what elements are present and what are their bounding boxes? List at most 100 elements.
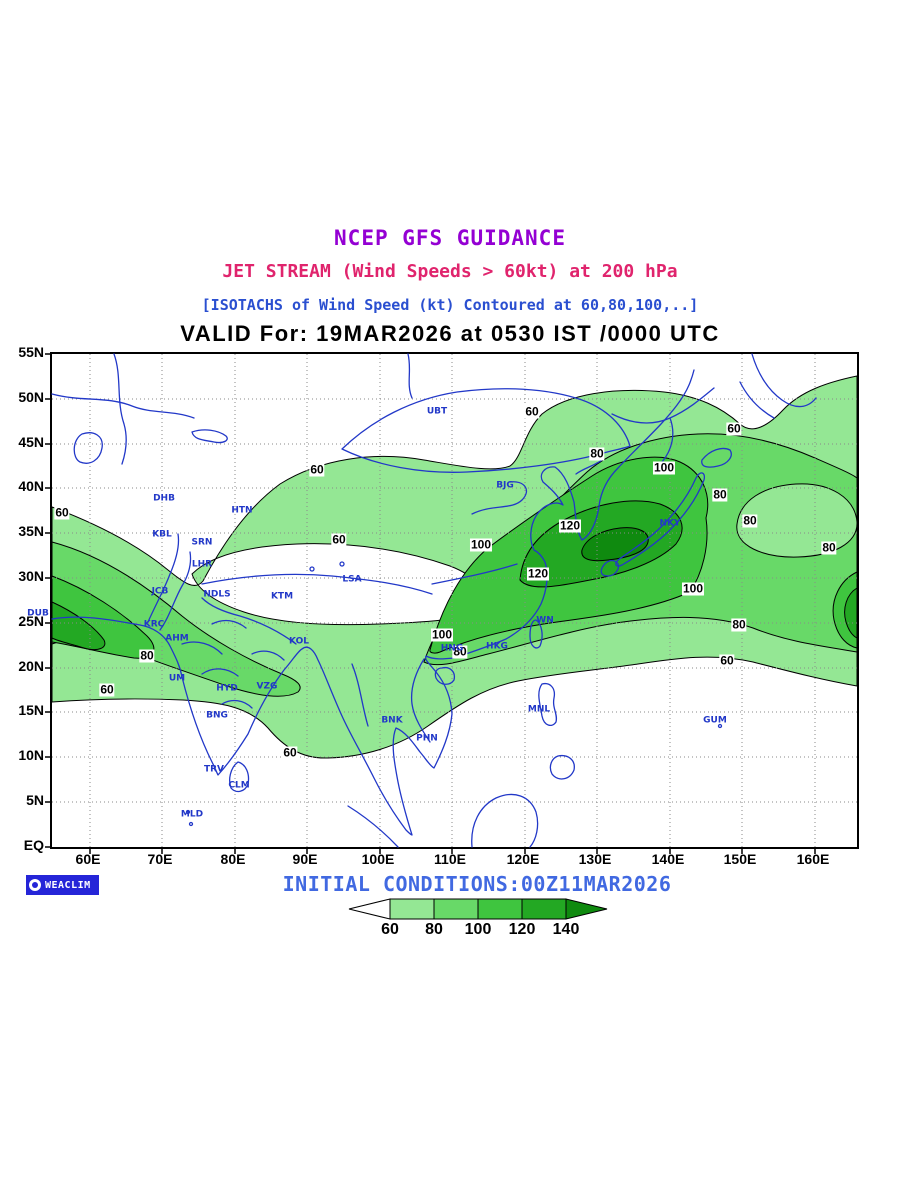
isotach-region-140-core: [581, 527, 649, 562]
contour-label: 120: [526, 566, 550, 581]
station-label: TRV: [203, 764, 225, 775]
lat-tick-label: 5N: [26, 792, 44, 808]
weaclim-logo-icon: [29, 879, 41, 891]
contour-label: 100: [469, 537, 493, 552]
lat-tick-label: 55N: [18, 344, 44, 360]
contour-label: 80: [452, 644, 468, 659]
station-label: DUB: [27, 608, 49, 619]
lon-tick-label: 90E: [292, 851, 318, 867]
map-plot-area: 60 60 80 100 80 60 80 120 80 60 100 60 120 100 80 60 100…: [27, 352, 859, 854]
contour-label: 60: [99, 682, 115, 697]
contour-label: 60: [54, 505, 70, 520]
lat-tick-label: 40N: [18, 478, 44, 494]
contour-label: 100: [430, 627, 454, 642]
contour-label: 80: [742, 513, 758, 528]
station-label: HTN: [231, 505, 253, 516]
color-legend: [345, 897, 611, 921]
station-label: LHR: [191, 559, 213, 570]
station-label: AHM: [165, 633, 189, 644]
lon-tick-label: 120E: [506, 851, 540, 867]
station-label: NDLS: [203, 589, 231, 600]
lon-tick-label: 150E: [723, 851, 757, 867]
station-label: HNG: [440, 643, 464, 654]
geography: [51, 353, 817, 848]
station-label: UM: [168, 673, 186, 684]
station-label: MNL: [527, 704, 551, 715]
page-title: NCEP GFS GUIDANCE: [334, 226, 566, 250]
valid-time-title: VALID For: 19MAR2026 at 0530 IST /0000 U…: [180, 321, 720, 346]
isotach-region-120-right-edge: [844, 587, 858, 639]
legend-label-140: 140: [552, 921, 580, 938]
station-label: NKY: [659, 518, 681, 529]
initial-conditions-text: INITIAL CONDITIONS:00Z11MAR2026: [282, 872, 672, 896]
station-label: HKG: [486, 641, 508, 652]
contour-label: 80: [731, 617, 747, 632]
station-label: BNK: [381, 715, 403, 726]
contour-label: 100: [652, 460, 676, 475]
lon-tick-label: 140E: [651, 851, 685, 867]
contour-label: 60: [726, 421, 742, 436]
legend-label-120: 120: [508, 921, 536, 938]
lon-tick-label: 130E: [578, 851, 612, 867]
legend-above-max-arrow: [565, 898, 608, 920]
station-label: VZG: [256, 681, 278, 692]
legend-colorbar: [348, 898, 608, 920]
station-label: PHN: [416, 733, 438, 744]
lat-tick-label: 15N: [18, 702, 44, 718]
isotach-region-120-west: [51, 601, 106, 651]
legend-below-min-arrow: [348, 898, 391, 920]
subtitle-jetstream: JET STREAM (Wind Speeds > 60kt) at 200 h…: [222, 261, 678, 282]
legend-label-80: 80: [425, 921, 443, 938]
lat-tick-label: 45N: [18, 434, 44, 450]
legend-tick-labels: 60 80 100 120 140: [345, 921, 611, 941]
legend-swatch-120: [521, 898, 567, 920]
lat-tick-label: 30N: [18, 568, 44, 584]
lon-tick-label: 70E: [147, 851, 173, 867]
station-label: DHB: [153, 493, 175, 504]
lon-tick-label: 160E: [796, 851, 830, 867]
contour-label: 120: [558, 518, 582, 533]
weaclim-label: WEACLIM: [45, 879, 91, 891]
station-label: SRN: [191, 537, 213, 548]
legend-swatch-60: [389, 898, 435, 920]
contour-label: 60: [331, 532, 347, 547]
station-label: BNG: [206, 710, 228, 721]
borders-and-rivers: [51, 353, 817, 743]
contour-label: 60: [282, 745, 298, 760]
contour-label: 80: [821, 540, 837, 555]
lon-tick-label: 80E: [220, 851, 246, 867]
contour-label: 100: [681, 581, 705, 596]
station-label: JCB: [151, 586, 169, 597]
station-label: KRC: [143, 619, 165, 630]
lat-tick-label: EQ: [23, 837, 44, 853]
legend-swatch-100: [477, 898, 523, 920]
map-label-overlay: 60 60 80 100 80 60 80 120 80 60 100 60 120 100 80 60 100…: [27, 354, 857, 847]
station-label: GUM: [703, 715, 727, 726]
contour-label: 60: [719, 653, 735, 668]
legend-label-60: 60: [381, 921, 399, 938]
station-label: UBT: [426, 406, 448, 417]
station-label: CLM: [228, 780, 250, 791]
station-label: MLD: [180, 809, 204, 820]
station-label: KBL: [152, 529, 172, 540]
lon-tick-label: 100E: [361, 851, 395, 867]
lon-tick-label: 60E: [75, 851, 101, 867]
station-label: KOL: [289, 636, 309, 647]
island-dot: [185, 809, 191, 815]
station-label: LSA: [342, 574, 362, 585]
lat-tick-label: 25N: [18, 613, 44, 629]
island-dot: [188, 821, 194, 827]
legend-swatch-80: [433, 898, 479, 920]
contour-label: 60: [309, 462, 325, 477]
lat-lon-gridlines: [45, 353, 857, 854]
lake-dot: [339, 561, 345, 567]
lake-dot: [309, 566, 315, 572]
station-label: KTM: [270, 591, 294, 602]
contour-label: 60: [524, 404, 540, 419]
lat-tick-label: 50N: [18, 389, 44, 405]
coastline-mainland: [51, 369, 695, 836]
lat-tick-label: 35N: [18, 523, 44, 539]
subtitle-isotachs: [ISOTACHS of Wind Speed (kt) Contoured a…: [201, 296, 699, 314]
lat-tick-label: 10N: [18, 747, 44, 763]
